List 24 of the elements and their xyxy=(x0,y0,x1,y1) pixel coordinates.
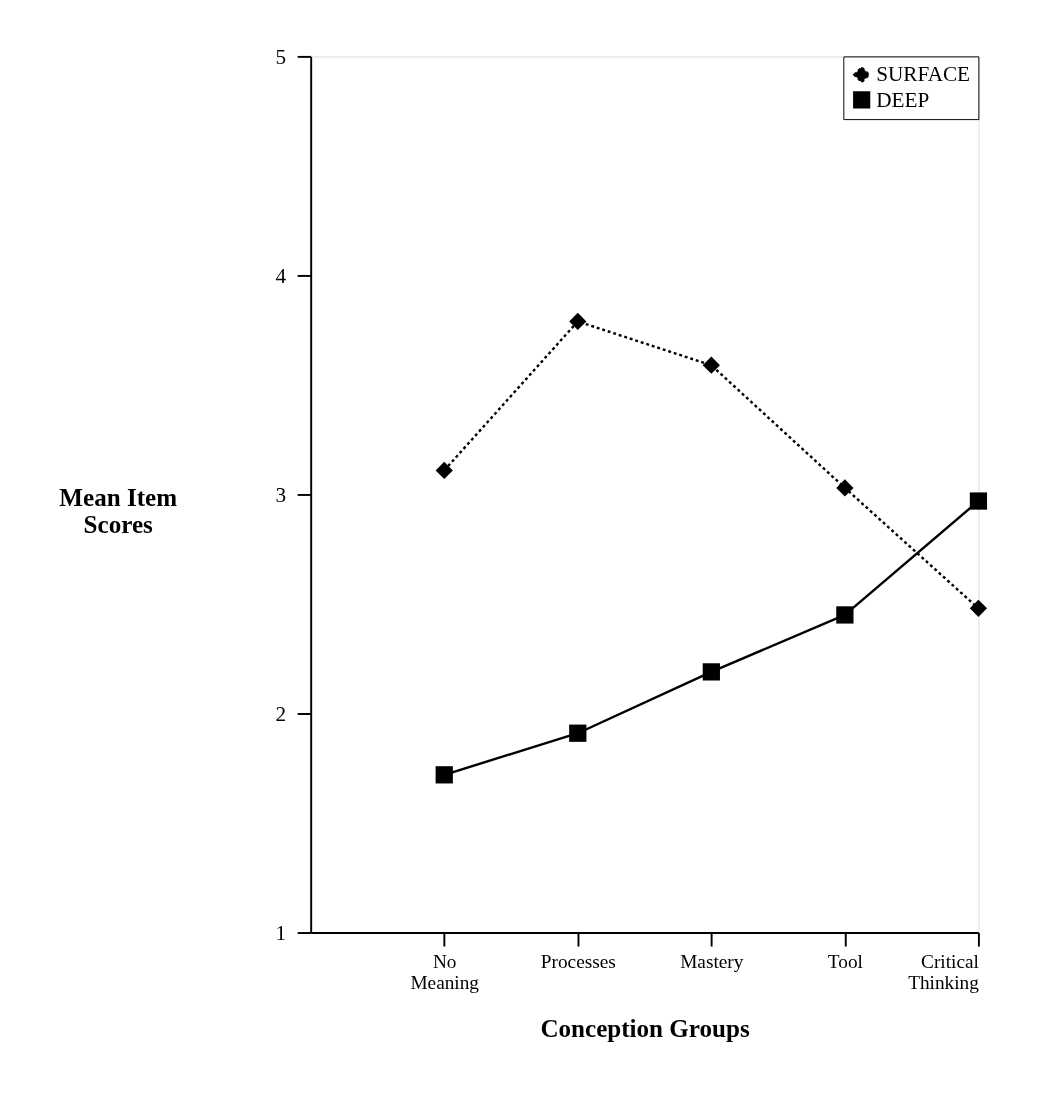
y-tick-label: 1 xyxy=(275,920,287,945)
point xyxy=(435,766,453,784)
point xyxy=(969,492,988,510)
y-tick-label: 2 xyxy=(275,701,287,726)
legend-label: SURFACE xyxy=(876,62,971,87)
point xyxy=(969,599,988,617)
point xyxy=(836,606,854,624)
x-tick-label: Mastery xyxy=(680,950,744,972)
y-tick-label: 3 xyxy=(275,482,287,507)
point xyxy=(702,356,720,374)
point xyxy=(836,479,854,497)
point xyxy=(702,663,720,681)
x-axis-title: Conception Groups xyxy=(540,1015,750,1043)
point xyxy=(569,724,587,742)
x-tick-label: Tool xyxy=(827,950,863,972)
y-tick-label: 5 xyxy=(275,44,287,69)
point xyxy=(569,312,587,331)
point xyxy=(435,461,453,480)
x-tick-label: Critical Thinking xyxy=(908,950,980,993)
legend-label: DEEP xyxy=(876,87,930,112)
y-axis-title: Mean Item Scores xyxy=(59,483,178,538)
y-tick-label: 4 xyxy=(275,263,287,288)
x-tick-label: Processes xyxy=(540,950,616,972)
x-tick-label: No Meaning xyxy=(410,950,480,993)
